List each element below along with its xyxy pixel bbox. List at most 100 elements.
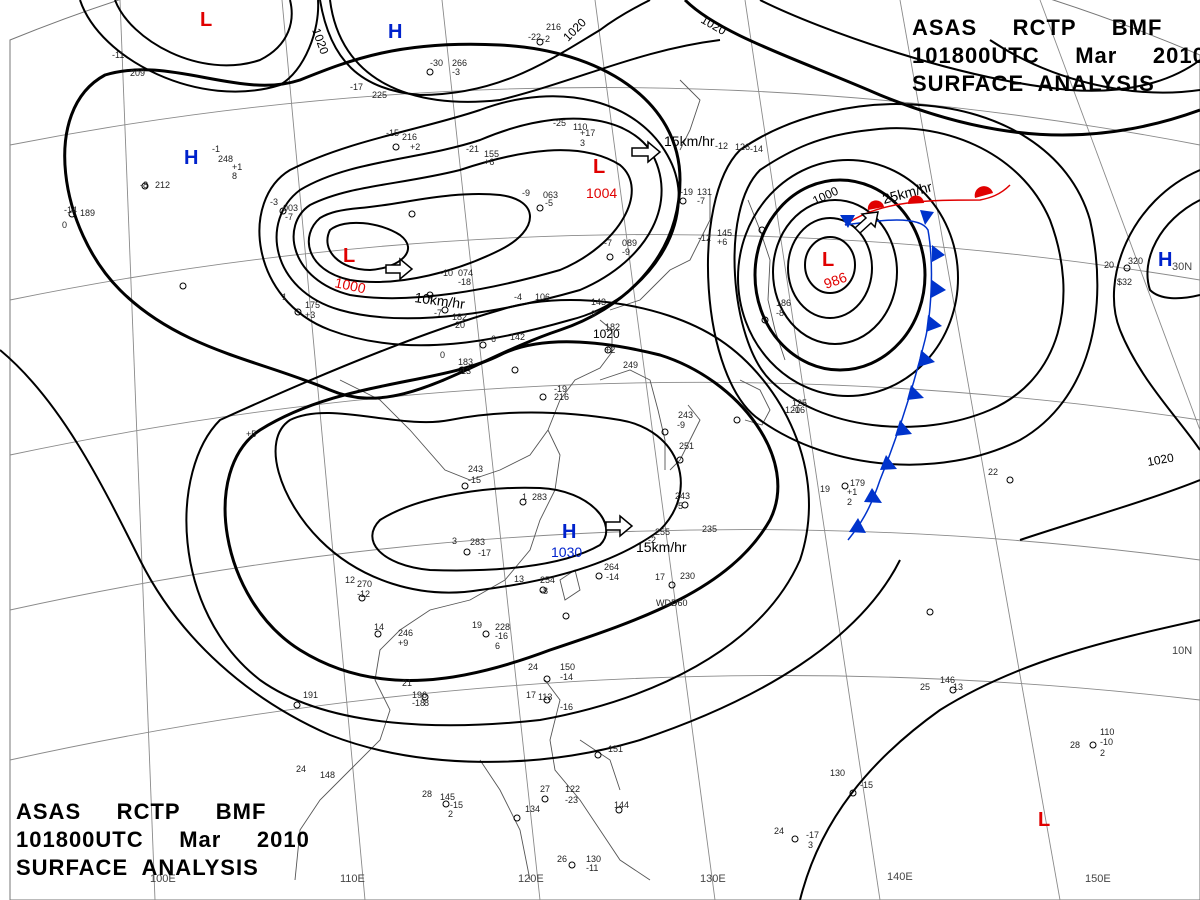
station-plot-label: 191 xyxy=(303,690,318,700)
motion-arrow-icon xyxy=(385,257,414,281)
station-plot-label: -14 xyxy=(560,672,573,682)
station-plot-label: 248 xyxy=(218,154,233,164)
station-plot-label: -5 xyxy=(675,501,683,511)
station-plot-label: 20 xyxy=(1104,260,1114,270)
station-plot-label: 6 xyxy=(495,641,500,651)
station-plot-label: 110 xyxy=(573,122,587,132)
station-plot-label: -21 xyxy=(466,144,479,154)
cold-front-symbol xyxy=(840,215,855,228)
station-plot-label: -9 xyxy=(588,309,596,319)
station-plot-label: 17 xyxy=(655,572,665,582)
station-plot-label: -10 xyxy=(440,268,453,278)
station-plot-label: 246 xyxy=(398,628,413,638)
station-plot-label: 216 xyxy=(402,132,417,142)
station-plot-label: -2 xyxy=(542,34,550,44)
station-plot-label: -15 xyxy=(468,475,481,485)
isobar xyxy=(989,39,1200,94)
isobar xyxy=(733,127,1065,428)
title-line-2: 101800UTC Mar 2010 xyxy=(912,43,1200,68)
station-plot-label: 320 xyxy=(1128,256,1143,266)
low-pressure-symbol: L xyxy=(593,156,605,178)
station-plot-label: -15 xyxy=(450,800,463,810)
low-pressure-symbol: L xyxy=(343,245,355,267)
cold-front-symbol xyxy=(932,245,945,262)
station-plot-label: +3 xyxy=(305,310,315,320)
station-plot-label: +2 xyxy=(410,142,420,152)
title-line-1: ASAS RCTP BMF xyxy=(16,799,267,824)
station-plot-label: -15 xyxy=(386,128,399,138)
station-plot-label: -25 xyxy=(553,118,566,128)
station-plot-label: 254 xyxy=(540,575,555,585)
station-plot-label: 130 xyxy=(830,768,845,778)
station-plot-label: -14 xyxy=(64,205,77,215)
cold-front-symbol xyxy=(907,385,924,400)
station-plot-label: 151 xyxy=(608,744,623,754)
station-plot-label: 110 xyxy=(1100,727,1114,737)
isobar xyxy=(292,149,633,300)
station-plot-label: 182 xyxy=(605,322,620,332)
station-plot-label: -8 xyxy=(140,180,148,190)
station-plot-label: 189 xyxy=(80,208,95,218)
warm-front xyxy=(844,184,1011,226)
isobar xyxy=(371,486,608,572)
station-plot-label: -8 xyxy=(540,586,548,596)
station-plot-label: -17 xyxy=(806,830,819,840)
station-plot-label: -13 xyxy=(458,366,471,376)
station-plot-label: 179 xyxy=(850,478,865,488)
station-plot-label: 266 xyxy=(452,58,467,68)
station-plot-label: +1 xyxy=(232,162,242,172)
station-plot-label: -13 xyxy=(950,682,963,692)
cold-front-symbol xyxy=(918,350,935,367)
station-plot-label: $32 xyxy=(1117,277,1132,287)
low-pressure-value: 1000 xyxy=(333,274,367,296)
station-plot-label: 155 xyxy=(484,149,499,159)
motion-arrow-icon xyxy=(853,211,879,235)
isobar xyxy=(326,221,410,272)
cold-front xyxy=(840,210,946,541)
station-plot-label: 183 xyxy=(458,357,473,367)
longitude-label: 110E xyxy=(340,873,365,885)
station-plot-label: 3 xyxy=(452,536,457,546)
station-plot-label: -14 xyxy=(606,572,619,582)
station-plot-label: -7 xyxy=(285,212,293,222)
chart-title-top: ASAS RCTP BMF 101800UTC Mar 2010 SURFACE… xyxy=(912,14,1200,98)
isobar xyxy=(274,411,682,594)
station-plot-label: 196 xyxy=(412,690,427,700)
station-plot-label: -6 xyxy=(488,334,496,344)
cold-front-symbol xyxy=(895,420,912,436)
station-plot-label: 283 xyxy=(470,537,485,547)
isobar xyxy=(1146,199,1200,300)
chart-title-bottom: ASAS RCTP BMF 101800UTC Mar 2010 SURFACE… xyxy=(16,798,310,882)
station-plot-label: 2 xyxy=(448,809,453,819)
coastlines xyxy=(294,79,786,881)
station-plot-label: -12 xyxy=(698,233,711,243)
station-plot-label: 28 xyxy=(1070,740,1080,750)
station-plot-label: -4 xyxy=(514,292,522,302)
station-plot-label: 216 xyxy=(546,22,561,32)
station-plot-label: 1 xyxy=(522,492,527,502)
isobar xyxy=(772,199,898,345)
station-plot-label: 14 xyxy=(374,622,384,632)
station-plot-label: 0 xyxy=(62,220,67,230)
station-plot-label: WDD60 xyxy=(656,598,688,608)
title-line-2: 101800UTC Mar 2010 xyxy=(16,827,310,852)
station-plot-label: -7 xyxy=(604,238,612,248)
station-plot-label: +6 xyxy=(484,157,494,167)
isobar xyxy=(258,95,680,347)
station-plot-label: 19 xyxy=(820,484,830,494)
station-plot-label: 27 xyxy=(540,784,550,794)
low-pressure-symbol: L xyxy=(1038,809,1050,831)
isobar xyxy=(114,0,293,67)
cold-front-symbol xyxy=(926,315,942,332)
station-plot-label: 8 xyxy=(424,698,429,708)
low-pressure-value: 1004 xyxy=(586,185,617,201)
latitude-label: 30N xyxy=(1172,261,1192,273)
map-frame xyxy=(9,0,1200,900)
station-plot-label: 003 xyxy=(283,203,298,213)
station-plot-label: 150 xyxy=(560,662,575,672)
station-plot-label: 120 xyxy=(785,405,800,415)
station-plot-label: -30 xyxy=(430,58,443,68)
station-plot-label: 25 xyxy=(920,682,930,692)
isobar xyxy=(1019,479,1200,541)
